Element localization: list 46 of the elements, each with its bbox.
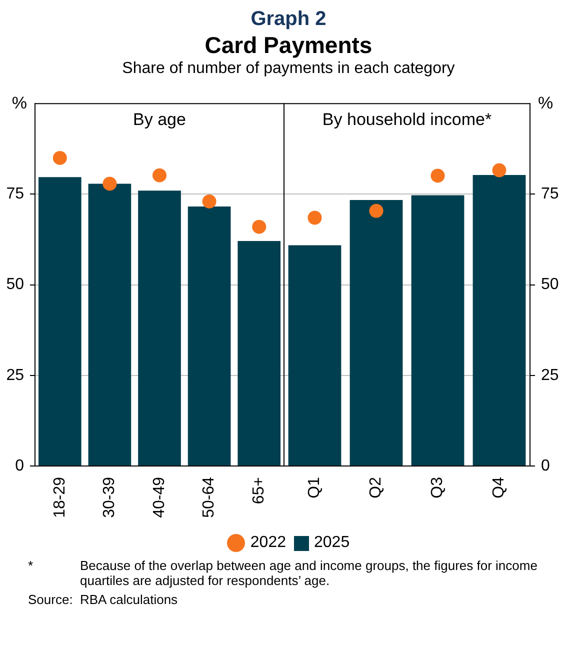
point <box>308 210 322 225</box>
text: Card Payments <box>204 32 374 60</box>
bar <box>238 240 281 466</box>
chart-title: By household income* <box>322 110 492 129</box>
bar <box>411 195 464 466</box>
y2-tick-label: 25 <box>541 366 559 384</box>
bar <box>350 200 403 466</box>
point <box>430 168 445 183</box>
x-tick-label: Q2 <box>368 476 385 498</box>
bar <box>188 206 231 466</box>
bar <box>38 177 82 466</box>
x-tick-label: 40-49 <box>150 476 168 518</box>
source-note: Source: RBA calculations <box>28 592 178 607</box>
y-tick-label: 0 <box>15 457 24 474</box>
point <box>492 163 506 178</box>
caption: Graph 2 <box>250 7 328 32</box>
point <box>102 176 117 191</box>
y-tick-label: 75 <box>6 186 24 203</box>
y2-tick-label: 50 <box>541 276 559 294</box>
legend-label: 2022 <box>250 534 286 552</box>
bar <box>138 190 181 466</box>
bar <box>472 174 526 466</box>
y-tick-label: 25 <box>6 366 24 384</box>
x-tick-label: Q4 <box>490 476 508 498</box>
x-tick-label: 30-39 <box>101 476 118 518</box>
point <box>52 150 67 165</box>
point <box>252 220 266 234</box>
y-tick-label: 50 <box>6 276 24 294</box>
x-tick-label: 50-64 <box>200 476 218 518</box>
x-tick-label: 65+ <box>250 477 268 504</box>
chart-title: By age <box>133 110 186 129</box>
bar <box>88 184 132 466</box>
x-tick-label: 18-29 <box>51 476 68 518</box>
bar <box>288 245 342 466</box>
x-tick-label: Q3 <box>429 476 446 498</box>
point <box>202 194 216 208</box>
text: Share of number of payments in each category <box>121 60 456 79</box>
y-axis-title: % <box>12 93 27 112</box>
y2-tick-label: 75 <box>541 186 559 203</box>
x-tick-label: Q1 <box>306 476 324 498</box>
legend-label: 2025 <box>314 534 350 552</box>
point <box>152 168 166 182</box>
y2-tick-label: 0 <box>541 457 550 474</box>
point <box>369 204 384 218</box>
y2-axis-title: % <box>538 93 554 112</box>
text: * Because of the overlap between age and income groups, the figures for income quartiles are adjusted for respondents’ age. <box>28 558 538 588</box>
